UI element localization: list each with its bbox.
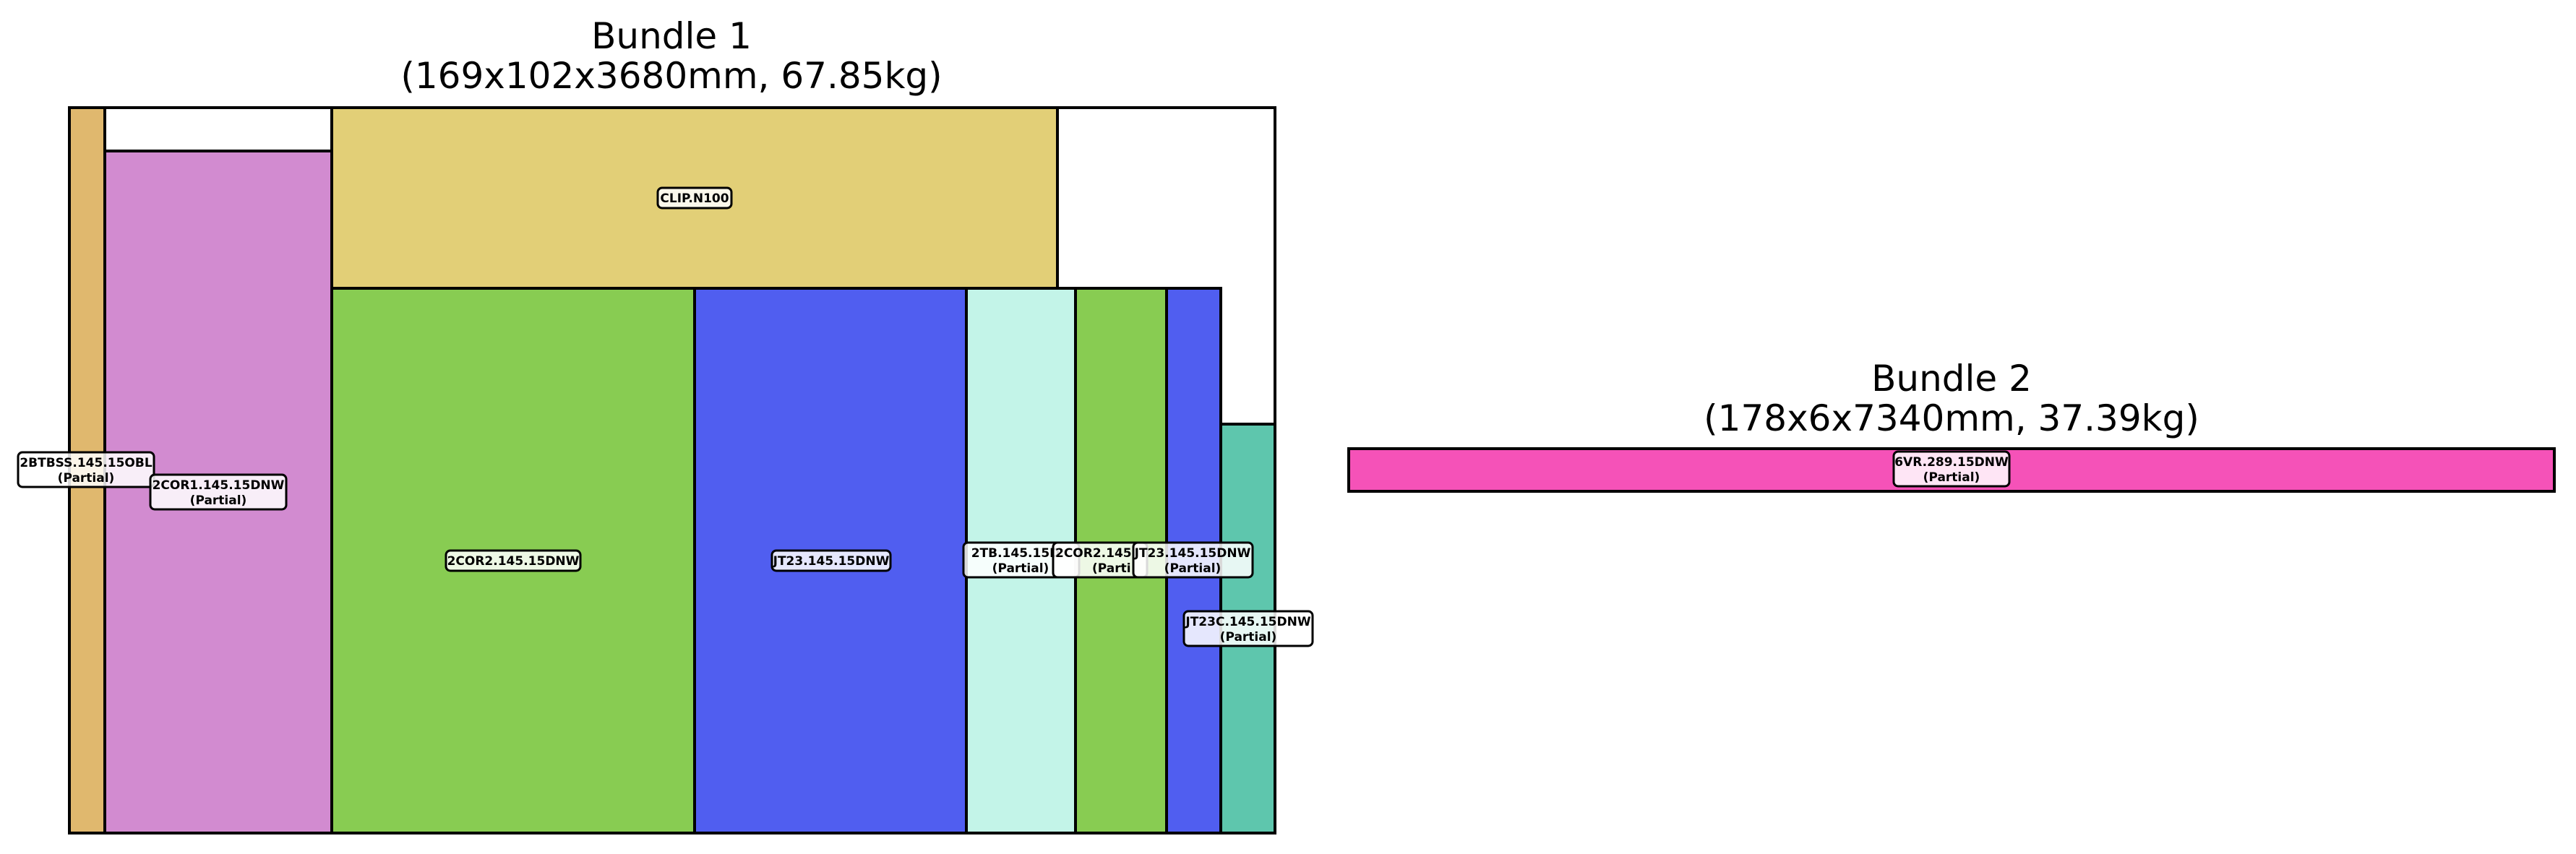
bundle-1-title: Bundle 1 (591, 15, 752, 57)
svg-text:JT23C.145.15DNW: JT23C.145.15DNW (1185, 615, 1310, 629)
label-jt23-b: JT23.145.15DNW (Partial) (1132, 541, 1254, 579)
label-jt23c: JT23C.145.15DNW (Partial) (1182, 610, 1314, 647)
svg-text:JT23.145.15DNW: JT23.145.15DNW (773, 554, 890, 569)
svg-text:JT23.145.15DNW: JT23.145.15DNW (1134, 546, 1251, 561)
label-2tb: 2TB.145.15D (Partial) (962, 541, 1081, 579)
svg-text:(Partial): (Partial) (1220, 630, 1277, 644)
label-clip-n100: CLIP.N100 (656, 186, 733, 210)
bundle-2-subtitle: (178x6x7340mm, 37.39kg) (1704, 397, 2199, 439)
bundle-1-subtitle: (169x102x3680mm, 67.85kg) (400, 55, 942, 97)
svg-text:(Partial): (Partial) (992, 561, 1049, 576)
svg-text:(Partial): (Partial) (58, 471, 115, 486)
svg-text:6VR.289.15DNW: 6VR.289.15DNW (1894, 455, 2009, 470)
svg-text:(Partial): (Partial) (1164, 561, 1222, 576)
bundle-2-title: Bundle 2 (1871, 358, 2032, 400)
label-2cor2-a: 2COR2.145.15DNW (445, 549, 582, 572)
label-2cor1: 2COR1.145.15DNW (Partial) (149, 473, 288, 511)
svg-text:2BTBSS.145.15OBL: 2BTBSS.145.15OBL (20, 456, 153, 470)
svg-text:(Partial): (Partial) (190, 493, 247, 508)
bundle-2: Bundle 2 (178x6x7340mm, 37.39kg) 6VR.289… (1347, 358, 2556, 493)
label-2cor2-b: 2COR2.145 (Parti (1052, 541, 1149, 579)
svg-text:(Partial): (Partial) (1923, 470, 1980, 485)
svg-text:2COR2.145.15DNW: 2COR2.145.15DNW (447, 554, 580, 569)
label-2btbss: 2BTBSS.145.15OBL (Partial) (17, 451, 155, 488)
svg-text:2TB.145.15D: 2TB.145.15D (971, 546, 1060, 561)
svg-text:2COR2.145: 2COR2.145 (1055, 546, 1132, 561)
label-6vr: 6VR.289.15DNW (Partial) (1892, 450, 2011, 488)
label-jt23-a: JT23.145.15DNW (770, 549, 892, 572)
svg-text:CLIP.N100: CLIP.N100 (660, 191, 729, 206)
svg-text:(Parti: (Parti (1092, 561, 1131, 576)
svg-text:2COR1.145.15DNW: 2COR1.145.15DNW (153, 478, 285, 493)
bundle-1: Bundle 1 (169x102x3680mm, 67.85kg) 2BTBS… (17, 15, 1314, 834)
